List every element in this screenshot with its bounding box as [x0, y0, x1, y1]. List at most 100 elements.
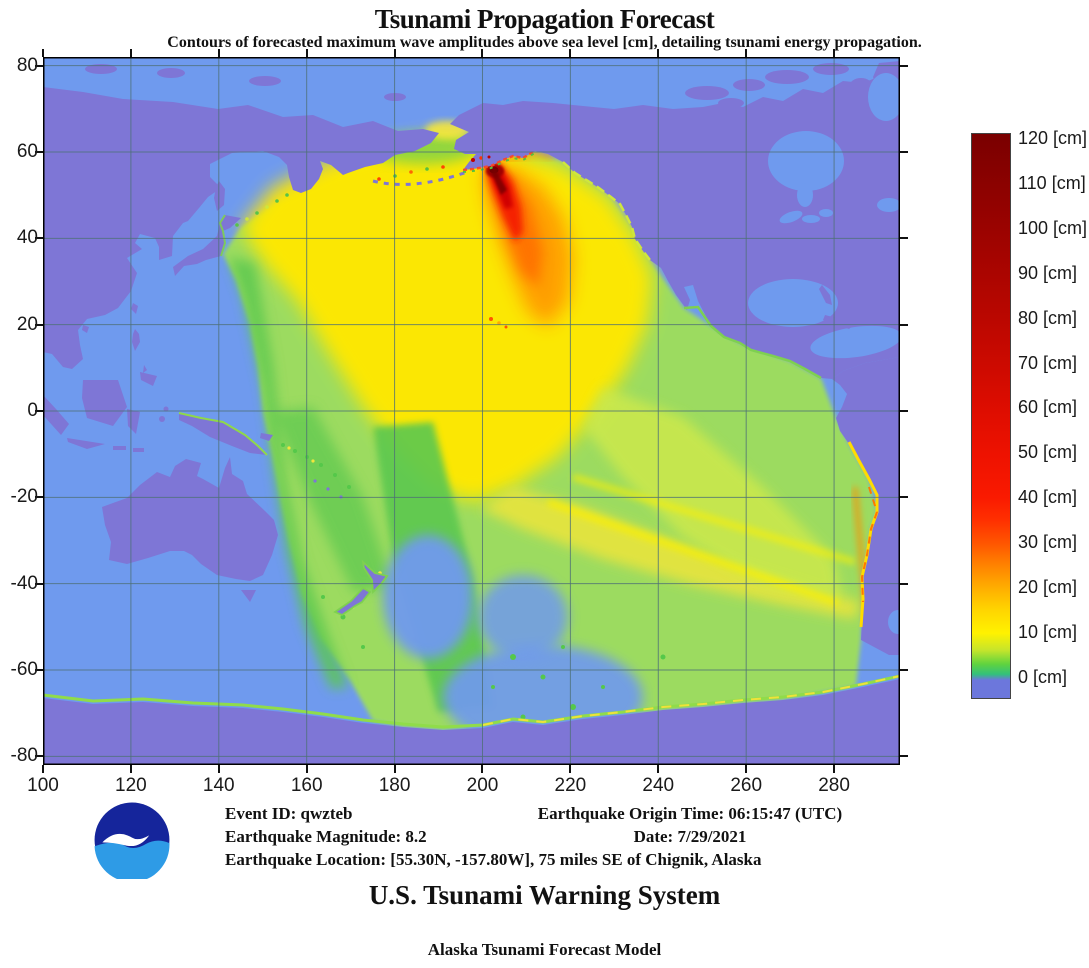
land-borneo: [82, 380, 127, 426]
x-tick-mark-top: [569, 49, 572, 57]
y-tick-mark: [35, 64, 43, 67]
x-tick-label: 180: [378, 775, 411, 796]
coastal-fringes: [43, 149, 900, 729]
colorbar: [971, 133, 1011, 699]
gulf-of-mexico: [748, 279, 838, 327]
y-tick-label: -20: [10, 486, 38, 508]
land-eurasia: [43, 87, 439, 369]
colorbar-label: 50 [cm]: [1018, 442, 1078, 463]
colorbar-label: 0 [cm]: [1018, 667, 1068, 687]
land-sakhalin: [214, 181, 225, 211]
noaa-logo: [94, 802, 170, 879]
land-cuba: [823, 315, 856, 329]
x-tick-label: 140: [202, 775, 235, 796]
y-tick-label: 80: [16, 54, 38, 76]
page-title: Tsunami Propagation Forecast: [374, 4, 715, 34]
y-tick-mark: [35, 496, 43, 499]
land-florida: [819, 285, 832, 305]
colorbar-label: 10 [cm]: [1018, 622, 1078, 643]
graticule: [43, 57, 900, 765]
y-tick-mark: [35, 323, 43, 326]
system-title: U.S. Tsunami Warning System: [368, 880, 721, 910]
x-tick-mark: [305, 765, 308, 773]
location-line: Earthquake Location: [55.30N, -157.80W],…: [225, 850, 762, 869]
x-tick-mark-top: [393, 49, 396, 57]
y-tick-mark: [35, 410, 43, 412]
x-tick-mark: [657, 765, 660, 773]
caribbean-sea: [810, 325, 900, 359]
y-tick-label: 0: [27, 400, 38, 421]
x-tick-mark: [745, 765, 748, 773]
x-tick-label: 240: [642, 775, 675, 796]
land-new-guinea: [179, 413, 267, 455]
x-tick-mark: [481, 765, 484, 773]
model-title: Alaska Tsunami Forecast Model: [427, 940, 662, 959]
x-tick-label: 280: [818, 775, 850, 796]
pacific-map: [43, 57, 900, 765]
y-tick-mark-right: [900, 582, 908, 585]
y-tick-mark-right: [900, 323, 908, 326]
x-tick-mark: [569, 765, 572, 773]
y-tick-mark-right: [900, 669, 908, 672]
y-tick-label: -60: [10, 659, 38, 681]
aleutian-fringe-dots: [235, 155, 491, 227]
x-tick-mark: [42, 765, 44, 773]
x-tick-label: 200: [466, 775, 499, 796]
y-tick-label: 60: [16, 140, 38, 162]
x-tick-mark-top: [481, 49, 484, 57]
y-tick-label: 20: [16, 313, 38, 335]
x-tick-mark: [217, 765, 220, 773]
land-australia: [102, 457, 278, 581]
y-tick-mark-right: [900, 64, 908, 67]
marginal-seas: [748, 73, 900, 634]
colorbar-label: 40 [cm]: [1018, 487, 1078, 508]
x-tick-mark-top: [129, 49, 132, 57]
y-tick-mark-right: [900, 496, 908, 499]
colorbar-label: 20 [cm]: [1018, 577, 1078, 598]
x-tick-mark: [833, 765, 836, 773]
hudson-bay: [768, 131, 844, 191]
y-tick-label: 40: [16, 227, 38, 249]
x-tick-label: 160: [290, 775, 323, 796]
x-tick-mark-top: [42, 49, 44, 57]
y-tick-mark: [35, 237, 43, 240]
x-tick-mark: [129, 765, 132, 773]
x-tick-mark: [393, 765, 396, 773]
y-tick-label: -80: [10, 745, 38, 767]
baffin-bay: [868, 73, 900, 121]
y-tick-mark-right: [900, 410, 908, 412]
land-philippines: [132, 329, 140, 351]
origin-time-line: Earthquake Origin Time: 06:15:47 (UTC): [537, 804, 843, 823]
x-tick-label: 100: [27, 775, 59, 796]
x-tick-mark-top: [657, 49, 660, 57]
date-line: Date: 7/29/2021: [633, 827, 747, 846]
y-tick-mark-right: [900, 755, 908, 758]
y-tick-label: -40: [10, 572, 38, 594]
x-tick-label: 120: [115, 775, 147, 796]
x-tick-label: 220: [554, 775, 587, 796]
y-tick-mark-right: [900, 237, 908, 240]
colorbar-label: 120 [cm]: [1018, 127, 1088, 148]
y-tick-mark-right: [900, 150, 908, 153]
colorbar-label: 60 [cm]: [1018, 397, 1078, 418]
magnitude-line: Earthquake Magnitude: 8.2: [225, 827, 427, 846]
colorbar-label: 30 [cm]: [1018, 532, 1078, 553]
y-tick-mark: [35, 669, 43, 672]
y-tick-mark: [35, 582, 43, 585]
colorbar-label: 90 [cm]: [1018, 262, 1078, 283]
plot-border: [43, 57, 900, 765]
colorbar-label: 70 [cm]: [1018, 352, 1078, 373]
x-tick-mark-top: [833, 49, 836, 57]
colorbar-label: 110 [cm]: [1018, 172, 1086, 193]
land-new-zealand: [361, 559, 389, 595]
land-japan: [173, 215, 241, 276]
hawaii-specks: [489, 317, 508, 329]
x-tick-mark-top: [217, 49, 220, 57]
x-tick-label: 260: [730, 775, 763, 796]
page-subtitle: Contours of forecasted maximum wave ampl…: [167, 34, 922, 51]
y-tick-mark: [35, 755, 43, 758]
event-id-line: Event ID: qwzteb: [225, 804, 353, 823]
land-south-america: [832, 357, 900, 655]
map-plot-area: [43, 57, 900, 765]
